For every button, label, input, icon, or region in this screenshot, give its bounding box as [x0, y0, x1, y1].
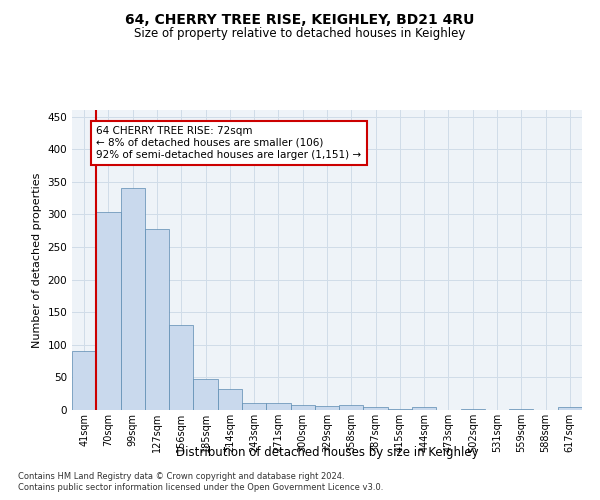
Bar: [145, 228, 169, 410]
Bar: [193, 380, 218, 410]
Text: Contains public sector information licensed under the Open Government Licence v3: Contains public sector information licen…: [18, 484, 383, 492]
Text: 64, CHERRY TREE RISE, KEIGHLEY, BD21 4RU: 64, CHERRY TREE RISE, KEIGHLEY, BD21 4RU: [125, 12, 475, 26]
Text: Size of property relative to detached houses in Keighley: Size of property relative to detached ho…: [134, 28, 466, 40]
Bar: [169, 325, 193, 410]
Bar: [558, 408, 582, 410]
Bar: [72, 352, 96, 410]
Text: Contains HM Land Registry data © Crown copyright and database right 2024.: Contains HM Land Registry data © Crown c…: [18, 472, 344, 481]
Y-axis label: Number of detached properties: Number of detached properties: [32, 172, 42, 348]
Bar: [96, 212, 121, 410]
Bar: [388, 408, 412, 410]
Bar: [218, 389, 242, 410]
Bar: [121, 188, 145, 410]
Bar: [290, 405, 315, 410]
Bar: [412, 408, 436, 410]
Bar: [364, 408, 388, 410]
Text: 64 CHERRY TREE RISE: 72sqm
← 8% of detached houses are smaller (106)
92% of semi: 64 CHERRY TREE RISE: 72sqm ← 8% of detac…: [96, 126, 361, 160]
Text: Distribution of detached houses by size in Keighley: Distribution of detached houses by size …: [176, 446, 478, 459]
Bar: [266, 403, 290, 410]
Bar: [242, 404, 266, 410]
Bar: [315, 406, 339, 410]
Bar: [339, 405, 364, 410]
